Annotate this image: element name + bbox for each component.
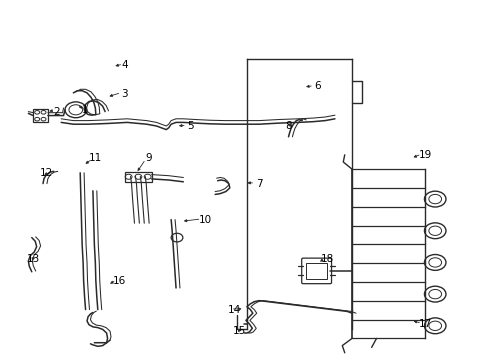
Text: 18: 18 [320, 254, 334, 264]
Text: 10: 10 [199, 215, 211, 225]
Text: 14: 14 [227, 305, 241, 315]
Text: 8: 8 [285, 121, 291, 131]
Text: 6: 6 [314, 81, 321, 91]
Text: 3: 3 [121, 89, 128, 99]
Text: 13: 13 [26, 254, 40, 264]
Text: 19: 19 [418, 150, 431, 160]
Text: 9: 9 [145, 153, 152, 163]
Bar [305, 263, 326, 279]
Text: 2: 2 [53, 107, 60, 117]
Text: 16: 16 [113, 276, 126, 286]
Text: 7: 7 [255, 179, 262, 189]
Text: 1: 1 [82, 105, 89, 115]
Text: 5: 5 [187, 121, 194, 131]
Text: 15: 15 [232, 326, 246, 336]
Bar [124, 172, 151, 182]
Text: 4: 4 [121, 60, 128, 70]
Text: 12: 12 [40, 168, 53, 178]
Bar [33, 109, 48, 122]
Text: 17: 17 [418, 319, 431, 329]
Text: 11: 11 [88, 153, 102, 163]
